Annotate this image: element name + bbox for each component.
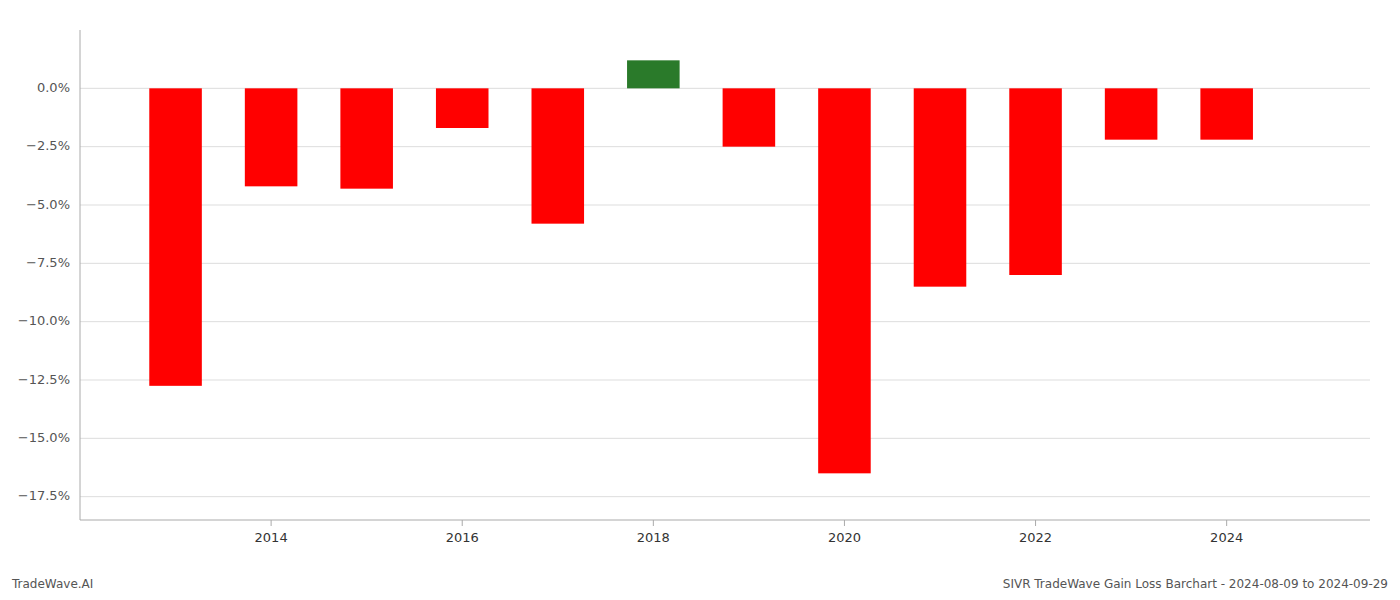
y-tick-label: −5.0%: [26, 197, 70, 212]
y-tick-label: −10.0%: [18, 313, 70, 328]
y-tick-label: −7.5%: [26, 255, 70, 270]
bar: [1200, 88, 1253, 139]
axes: 0.0% −2.5% −5.0% −7.5% −10.0% −12.5% −15.0% −17…: [18, 30, 1370, 545]
x-tick-label: 2014: [255, 530, 288, 545]
y-tick-label: −12.5%: [18, 372, 70, 387]
footer: TradeWave.AI SIVR TradeWave Gain Loss Bar…: [11, 577, 1388, 591]
bar: [1009, 88, 1062, 275]
grid-line: [80, 263, 1370, 264]
grid: [80, 88, 1370, 496]
x-tick-label: 2024: [1210, 530, 1243, 545]
y-tick-label: −17.5%: [18, 488, 70, 503]
x-tick-label: 2018: [637, 530, 670, 545]
x-tick: [844, 520, 845, 526]
x-tick: [271, 520, 272, 526]
x-tick: [653, 520, 654, 526]
grid-line: [80, 205, 1370, 206]
bars: [149, 60, 1253, 473]
x-tick-label: 2016: [446, 530, 479, 545]
grid-line: [80, 438, 1370, 439]
x-tick: [1226, 520, 1227, 526]
bar: [723, 88, 776, 146]
title: SIVR TradeWave Gain Loss Barchart - 2024…: [1003, 577, 1388, 591]
grid-line: [80, 380, 1370, 381]
bar: [627, 60, 680, 88]
y-tick-label: −2.5%: [26, 138, 70, 153]
grid-line: [80, 496, 1370, 497]
y-tick-label: 0.0%: [37, 80, 70, 95]
bar: [436, 88, 489, 128]
x-tick: [1035, 520, 1036, 526]
bar: [149, 88, 202, 386]
bar: [1105, 88, 1158, 139]
x-tick-label: 2020: [828, 530, 861, 545]
bar: [532, 88, 585, 223]
bar: [340, 88, 393, 188]
x-axis-line: [80, 520, 1370, 521]
y-axis-line: [80, 30, 81, 520]
footer-left: TradeWave.AI: [11, 577, 93, 591]
chart-container: 0.0% −2.5% −5.0% −7.5% −10.0% −12.5% −15.0% −17…: [0, 0, 1400, 600]
bar: [818, 88, 871, 473]
grid-line: [80, 321, 1370, 322]
x-tick: [462, 520, 463, 526]
bar: [914, 88, 967, 286]
y-tick-label: −15.0%: [18, 430, 70, 445]
bar: [245, 88, 298, 186]
chart-svg: 0.0% −2.5% −5.0% −7.5% −10.0% −12.5% −15.0% −17…: [0, 0, 1400, 600]
x-tick-label: 2022: [1019, 530, 1052, 545]
